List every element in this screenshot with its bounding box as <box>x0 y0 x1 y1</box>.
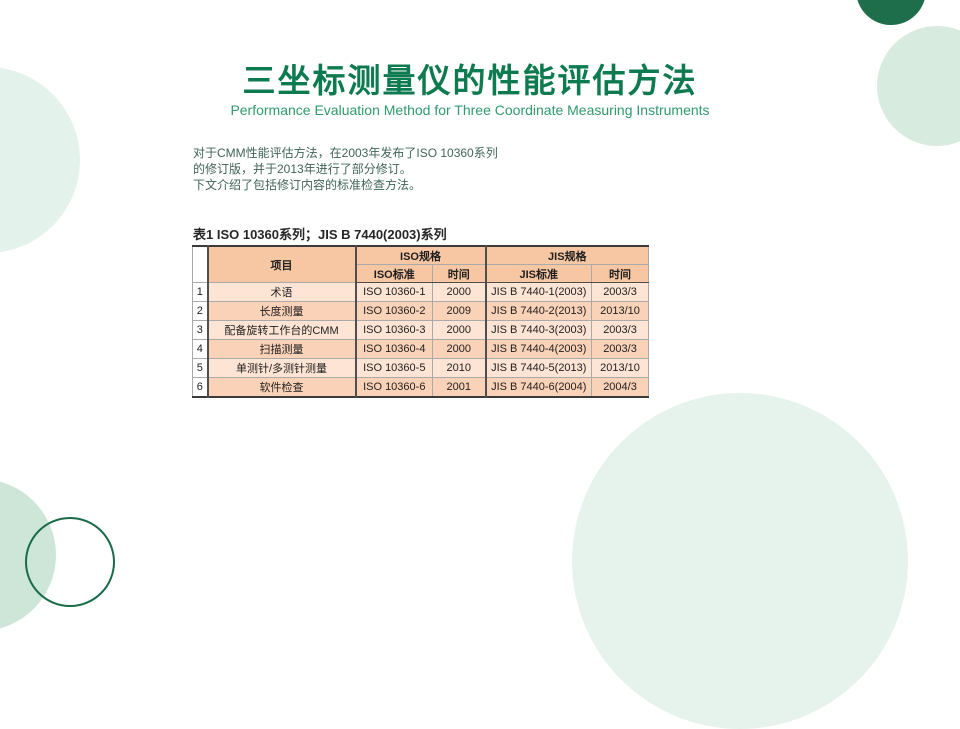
cell-jis-year: 2004/3 <box>591 377 650 398</box>
cell-jis-year: 2003/3 <box>591 339 650 359</box>
row-number: 3 <box>192 320 209 340</box>
cell-item: 扫描测量 <box>207 339 357 359</box>
corner-cell <box>192 245 209 283</box>
table-row: 2 长度测量 ISO 10360-2 2009 JIS B 7440-2(201… <box>192 301 650 321</box>
intro-paragraph: 对于CMM性能评估方法，在2003年发布了ISO 10360系列 的修订版，并于… <box>193 145 498 193</box>
cell-iso-std: ISO 10360-4 <box>355 339 433 359</box>
cell-iso-year: 2001 <box>431 377 487 398</box>
standards-table: 项目 ISO规格 JIS规格 ISO标准 时间 JIS标准 时间 1 术语 IS… <box>192 245 650 398</box>
table-header-row-groups: 项目 ISO规格 JIS规格 <box>192 245 650 283</box>
cell-item: 术语 <box>207 282 357 302</box>
slide-title: 三坐标测量仪的性能评估方法 <box>242 62 698 99</box>
cell-jis-year: 2003/3 <box>591 320 650 340</box>
cell-iso-year: 2000 <box>431 320 487 340</box>
col-header-item: 项目 <box>207 245 357 283</box>
cell-jis-std: JIS B 7440-4(2003) <box>485 339 593 359</box>
table-caption: 表1 ISO 10360系列；JIS B 7440(2003)系列 <box>193 227 447 242</box>
cell-iso-std: ISO 10360-6 <box>355 377 433 398</box>
cell-item: 长度测量 <box>207 301 357 321</box>
table-row: 4 扫描测量 ISO 10360-4 2000 JIS B 7440-4(200… <box>192 339 650 359</box>
col-header-iso-time: 时间 <box>431 264 487 283</box>
cell-iso-year: 2009 <box>431 301 487 321</box>
cell-jis-std: JIS B 7440-6(2004) <box>485 377 593 398</box>
col-header-iso-std: ISO标准 <box>355 264 433 283</box>
cell-iso-std: ISO 10360-1 <box>355 282 433 302</box>
table-row: 3 配备旋转工作台的CMM ISO 10360-3 2000 JIS B 744… <box>192 320 650 340</box>
cell-iso-year: 2000 <box>431 339 487 359</box>
cell-jis-std: JIS B 7440-3(2003) <box>485 320 593 340</box>
cell-item: 软件检查 <box>207 377 357 398</box>
cell-jis-year: 2013/10 <box>591 358 650 378</box>
standards-table-wrapper: 项目 ISO规格 JIS规格 ISO标准 时间 JIS标准 时间 1 术语 IS… <box>192 245 650 398</box>
cell-jis-year: 2013/10 <box>591 301 650 321</box>
row-number: 4 <box>192 339 209 359</box>
cell-jis-std: JIS B 7440-1(2003) <box>485 282 593 302</box>
row-number: 1 <box>192 282 209 302</box>
slide-subtitle: Performance Evaluation Method for Three … <box>230 102 710 118</box>
cell-iso-year: 2000 <box>431 282 487 302</box>
table-row: 1 术语 ISO 10360-1 2000 JIS B 7440-1(2003)… <box>192 282 650 302</box>
col-header-iso-group: ISO规格 <box>354 245 487 265</box>
col-header-jis-std: JIS标准 <box>485 264 593 283</box>
col-header-jis-group: JIS规格 <box>485 245 650 265</box>
cell-jis-std: JIS B 7440-5(2013) <box>485 358 593 378</box>
slide-content: 三坐标测量仪的性能评估方法 Performance Evaluation Met… <box>192 62 710 398</box>
row-number: 2 <box>192 301 209 321</box>
cell-jis-std: JIS B 7440-2(2013) <box>485 301 593 321</box>
cell-item: 单测针/多测针测量 <box>207 358 357 378</box>
intro-line: 下文介绍了包括修订内容的标准检查方法。 <box>193 178 422 192</box>
cell-iso-std: ISO 10360-2 <box>355 301 433 321</box>
intro-line: 的修订版，并于2013年进行了部分修订。 <box>193 162 412 176</box>
table-row: 6 软件检查 ISO 10360-6 2001 JIS B 7440-6(200… <box>192 377 650 398</box>
cell-iso-year: 2010 <box>431 358 487 378</box>
table-row: 5 单测针/多测针测量 ISO 10360-5 2010 JIS B 7440-… <box>192 358 650 378</box>
cell-jis-year: 2003/3 <box>591 282 650 302</box>
cell-iso-std: ISO 10360-5 <box>355 358 433 378</box>
col-header-jis-time: 时间 <box>591 264 650 283</box>
row-number: 6 <box>192 377 209 398</box>
intro-line: 对于CMM性能评估方法，在2003年发布了ISO 10360系列 <box>193 146 498 160</box>
row-number: 5 <box>192 358 209 378</box>
cell-iso-std: ISO 10360-3 <box>355 320 433 340</box>
cell-item: 配备旋转工作台的CMM <box>207 320 357 340</box>
